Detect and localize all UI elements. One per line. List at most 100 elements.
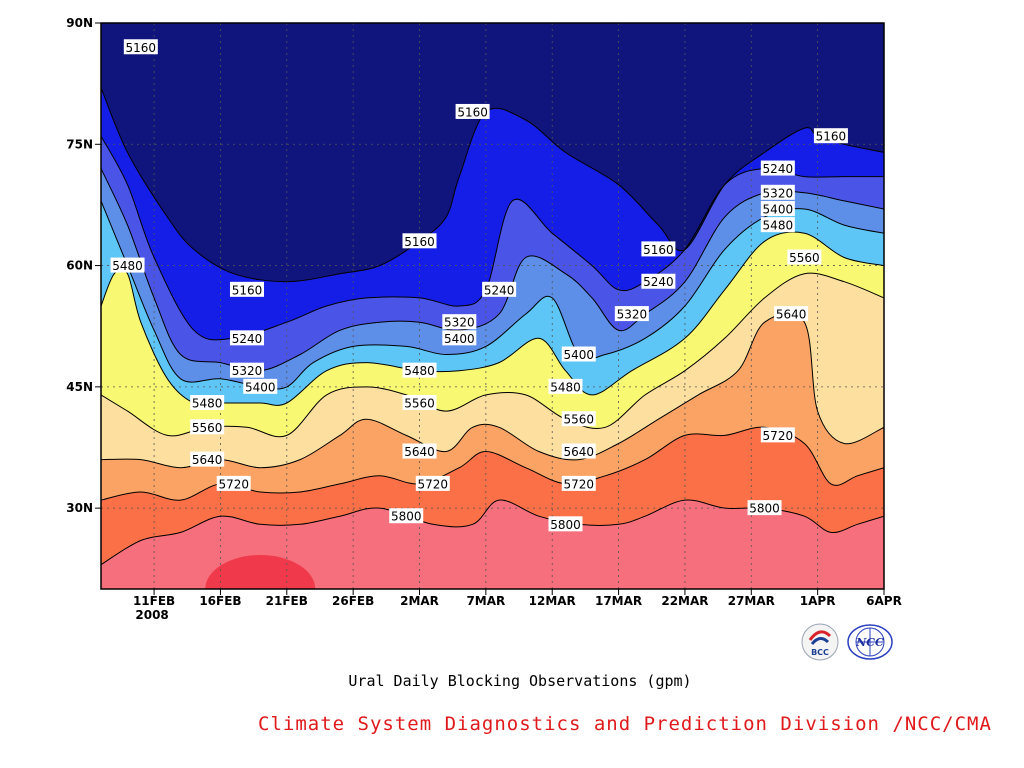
contour-label-bg (442, 314, 477, 330)
contour-label: 5400 (561, 346, 596, 362)
contour-label: 5640 (190, 451, 225, 467)
contour-label: 5400 (760, 200, 795, 216)
contour-label: 5640 (774, 306, 809, 322)
contour-line-5320 (101, 168, 884, 372)
band-fill-5160 (101, 23, 884, 282)
contour-label: 5720 (216, 475, 251, 491)
contour-label: 5240 (229, 330, 264, 346)
contour-label-text: 5480 (112, 259, 143, 273)
contour-label-bg (614, 306, 649, 322)
y-tick-label: 60N (66, 259, 93, 273)
contour-label-text: 5640 (776, 308, 807, 322)
contour-label: 5160 (455, 103, 490, 119)
contour-label: 5720 (415, 475, 450, 491)
contour-label-text: 5160 (232, 283, 263, 297)
contour-label: 5160 (402, 233, 437, 249)
contour-label: 5720 (561, 475, 596, 491)
contour-label-text: 5160 (404, 235, 435, 249)
x-tick-label: 6APR (866, 594, 902, 608)
y-axis: 30N 45N 60N 75N 90N (66, 16, 101, 515)
plot-frame (100, 22, 885, 590)
contour-label-bg (243, 378, 278, 394)
ncc-logo: NCC (846, 622, 894, 662)
contour-label-bg (760, 160, 795, 176)
contour-label-text: 5400 (444, 332, 475, 346)
contour-label-text: 5320 (232, 364, 263, 378)
contour-label: 5560 (190, 419, 225, 435)
contour-label-bg (548, 516, 583, 532)
contour-label-text: 5800 (550, 518, 581, 532)
x-tick-label: 11FEB (133, 594, 175, 608)
contour-line-5800 (101, 499, 884, 566)
contour-label-bg (787, 249, 822, 265)
contour-line-5400 (101, 200, 884, 390)
contour-label-text: 5800 (749, 502, 780, 516)
contour-label-bg (402, 443, 437, 459)
contour-label-text: 5720 (418, 477, 449, 491)
contour-label-text: 5400 (245, 380, 276, 394)
contour-label-bg (190, 451, 225, 467)
contour-label-text: 5320 (763, 186, 794, 200)
bcc-logo-text: BCC (811, 648, 829, 657)
contour-label: 5480 (110, 257, 145, 273)
contour-label-text: 5240 (763, 162, 794, 176)
contour-label: 5480 (190, 395, 225, 411)
contour-label: 5640 (561, 443, 596, 459)
contour-label-bg (561, 346, 596, 362)
contour-label-text: 5400 (763, 202, 794, 216)
contour-label-text: 5240 (484, 283, 515, 297)
y-tick-label: 30N (66, 501, 93, 515)
contour-label: 5320 (760, 184, 795, 200)
contour-label-bg (402, 233, 437, 249)
x-tick-label: 12MAR (529, 594, 576, 608)
ncc-logo-text: NCC (855, 636, 884, 649)
contour-label-text: 5720 (563, 477, 594, 491)
contour-label: 5480 (760, 217, 795, 233)
x-tick-label: 21FEB (266, 594, 308, 608)
contour-label-bg (561, 411, 596, 427)
contour-label-bg (216, 475, 251, 491)
contour-label-text: 5160 (643, 243, 674, 257)
contour-label-text: 5320 (617, 308, 648, 322)
contour-label-text: 5560 (192, 421, 223, 435)
contour-label: 5320 (614, 306, 649, 322)
contour-label-bg (229, 362, 264, 378)
contour-label-text: 5480 (550, 380, 581, 394)
contour-label: 5560 (402, 395, 437, 411)
y-tick-label: 75N (66, 137, 93, 151)
contour-label-bg (442, 330, 477, 346)
contour-label-bg (402, 395, 437, 411)
contour-label-text: 5560 (789, 251, 820, 265)
contour-label-bg (760, 217, 795, 233)
contour-label-text: 5160 (816, 130, 847, 144)
contour-label-bg (190, 419, 225, 435)
contour-label-text: 5400 (563, 348, 594, 362)
contour-label-bg (229, 330, 264, 346)
x-tick-label: 27MAR (728, 594, 775, 608)
x-tick-label: 16FEB (199, 594, 241, 608)
x-tick-label: 1APR (800, 594, 836, 608)
y-tick-label: 45N (66, 380, 93, 394)
contour-label-bg (229, 281, 264, 297)
contour-line-5480 (101, 231, 884, 406)
bcc-logo: BCC (800, 622, 844, 662)
contour-label-bg (561, 443, 596, 459)
contour-label-bg (760, 200, 795, 216)
contour-label-bg (760, 427, 795, 443)
contour-label: 5240 (760, 160, 795, 176)
contour-label-text: 5480 (404, 364, 435, 378)
contour-label: 5800 (389, 508, 424, 524)
credit-line: Climate System Diagnostics and Predictio… (258, 713, 992, 735)
x-tick-label: 2MAR (400, 594, 439, 608)
contour-label: 5400 (243, 378, 278, 394)
chart-caption: Ural Daily Blocking Observations (gpm) (348, 672, 692, 690)
contour-label-text: 5640 (563, 445, 594, 459)
contour-label: 5160 (641, 241, 676, 257)
contour-label-text: 5160 (126, 41, 157, 55)
x-tick-label: 22MAR (661, 594, 708, 608)
x-tick-label: 7MAR (466, 594, 505, 608)
contour-label-text: 5640 (192, 453, 223, 467)
contour-line-5240 (101, 135, 884, 341)
contour-label-bg (747, 500, 782, 516)
